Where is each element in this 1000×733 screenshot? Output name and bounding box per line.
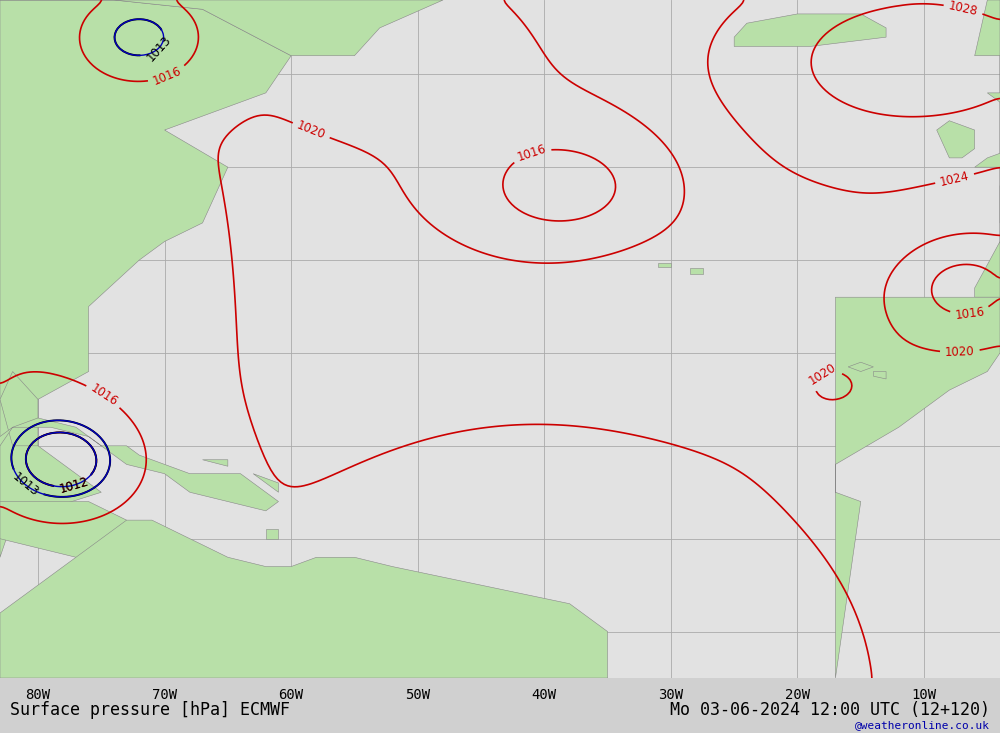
Text: 60W: 60W	[279, 688, 304, 702]
Text: 1016: 1016	[516, 142, 548, 164]
Polygon shape	[266, 529, 278, 539]
Text: 80W: 80W	[25, 688, 51, 702]
Text: 10W: 10W	[911, 688, 937, 702]
Text: 30W: 30W	[658, 688, 683, 702]
Text: 1016: 1016	[88, 382, 120, 409]
Polygon shape	[0, 501, 127, 557]
Polygon shape	[975, 93, 1000, 167]
Text: 1020: 1020	[807, 361, 839, 388]
Text: @weatheronline.co.uk: @weatheronline.co.uk	[855, 721, 990, 730]
Text: 1013: 1013	[10, 471, 42, 499]
Polygon shape	[0, 372, 38, 446]
Polygon shape	[975, 0, 1000, 297]
Polygon shape	[0, 520, 608, 678]
Polygon shape	[975, 0, 1000, 56]
Polygon shape	[835, 297, 1000, 678]
Polygon shape	[253, 474, 278, 493]
Text: 40W: 40W	[532, 688, 557, 702]
Text: 1016: 1016	[151, 65, 184, 87]
Text: Mo 03-06-2024 12:00 UTC (12+120): Mo 03-06-2024 12:00 UTC (12+120)	[670, 701, 990, 719]
Polygon shape	[0, 0, 291, 557]
Text: 1020: 1020	[945, 345, 975, 359]
Text: 1020: 1020	[295, 119, 327, 142]
Text: 1028: 1028	[947, 0, 979, 18]
Text: 70W: 70W	[152, 688, 177, 702]
Polygon shape	[203, 460, 228, 466]
Polygon shape	[848, 362, 873, 372]
Text: 50W: 50W	[405, 688, 430, 702]
Text: 1012: 1012	[58, 475, 90, 496]
Polygon shape	[873, 372, 886, 379]
Polygon shape	[0, 418, 278, 511]
Polygon shape	[0, 0, 443, 56]
Text: 1013: 1013	[144, 33, 173, 64]
Polygon shape	[658, 263, 671, 267]
Text: 1024: 1024	[939, 169, 971, 188]
Text: 1012: 1012	[58, 475, 90, 496]
Polygon shape	[937, 121, 975, 158]
Text: Surface pressure [hPa] ECMWF: Surface pressure [hPa] ECMWF	[10, 701, 290, 719]
Polygon shape	[690, 268, 703, 274]
Text: 20W: 20W	[785, 688, 810, 702]
Polygon shape	[734, 14, 886, 46]
Text: 1016: 1016	[954, 305, 986, 322]
